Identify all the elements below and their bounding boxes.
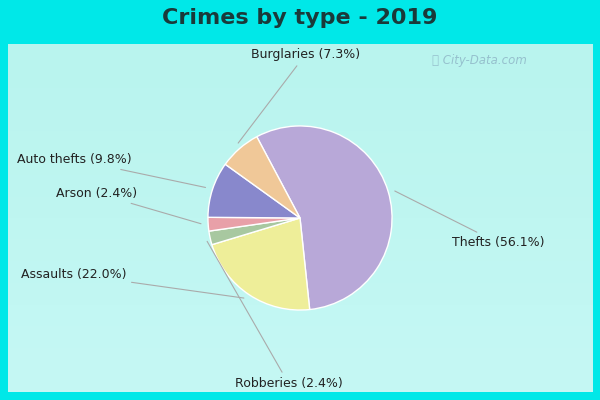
Text: Arson (2.4%): Arson (2.4%) <box>56 187 201 224</box>
Wedge shape <box>212 218 310 310</box>
Wedge shape <box>225 137 300 218</box>
Text: Assaults (22.0%): Assaults (22.0%) <box>20 268 244 298</box>
Text: Thefts (56.1%): Thefts (56.1%) <box>395 191 544 249</box>
Text: Crimes by type - 2019: Crimes by type - 2019 <box>163 8 437 28</box>
Text: Burglaries (7.3%): Burglaries (7.3%) <box>238 48 360 143</box>
Text: Auto thefts (9.8%): Auto thefts (9.8%) <box>17 153 206 188</box>
Wedge shape <box>209 218 300 245</box>
Wedge shape <box>257 126 392 310</box>
Wedge shape <box>208 164 300 218</box>
Text: ⓘ City-Data.com: ⓘ City-Data.com <box>432 54 527 67</box>
Text: Robberies (2.4%): Robberies (2.4%) <box>207 241 343 390</box>
Wedge shape <box>208 217 300 231</box>
